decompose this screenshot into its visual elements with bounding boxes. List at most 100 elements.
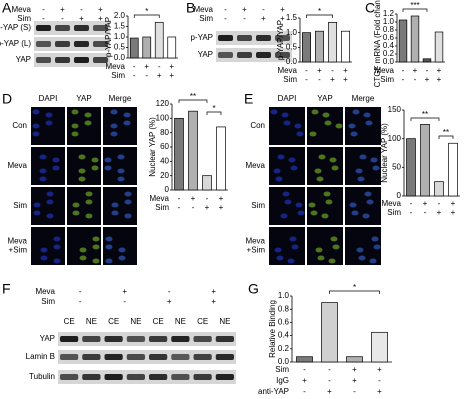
cell <box>281 112 289 118</box>
condition-sign: - <box>328 376 331 385</box>
cell <box>72 202 80 208</box>
micrograph <box>307 147 343 185</box>
cell <box>39 176 47 182</box>
condition-sign: - <box>410 208 413 217</box>
significance-label: * <box>318 7 321 16</box>
blot-row-label: YAP <box>40 334 55 343</box>
cell <box>78 168 86 174</box>
condition-sign: - <box>378 376 381 385</box>
blot-band <box>55 41 70 47</box>
cell <box>330 236 338 242</box>
condition-sign: - <box>224 14 227 23</box>
y-tick-label: 0.5 <box>286 42 298 51</box>
condition-sign: - <box>224 5 227 14</box>
blot-band <box>275 35 290 41</box>
blot-band <box>215 354 234 360</box>
bar <box>216 126 226 191</box>
y-axis-label: CTGF mRNA (Fold change) <box>373 0 382 87</box>
panel-letter: A <box>2 0 12 16</box>
blot-band <box>82 336 101 342</box>
y-axis-label: p-YAP/YAP <box>104 17 113 57</box>
cell <box>288 157 296 163</box>
condition-sign: + <box>451 199 456 208</box>
condition-sign: + <box>423 199 428 208</box>
column-label: CE <box>197 317 208 326</box>
cell <box>124 213 132 219</box>
condition-sign: - <box>438 199 441 208</box>
condition-sign: - <box>318 75 321 84</box>
blot-band <box>82 354 101 360</box>
bar <box>174 117 184 191</box>
condition-sign: - <box>305 75 308 84</box>
cell <box>92 244 100 250</box>
cell <box>91 165 99 171</box>
cell <box>315 247 323 253</box>
blot-band <box>218 35 233 41</box>
image-row-label: Con <box>250 121 265 130</box>
condition-sign: + <box>261 14 266 23</box>
blot-band <box>36 41 51 47</box>
cell <box>53 244 61 250</box>
blot-strip <box>58 370 236 384</box>
cell <box>349 202 357 208</box>
condition-sign: - <box>42 14 45 23</box>
significance-bracket <box>329 290 380 294</box>
cell <box>308 202 316 208</box>
micrograph <box>31 147 65 185</box>
cell <box>78 176 86 182</box>
micrograph <box>269 147 305 185</box>
cell <box>110 123 118 129</box>
cell <box>364 191 372 197</box>
blot-band <box>93 25 108 31</box>
condition-sign: - <box>331 66 334 75</box>
y-tick-label: 150 <box>388 105 402 114</box>
cell <box>270 109 278 115</box>
blot-strip <box>216 48 292 62</box>
cell <box>110 109 118 115</box>
cell <box>123 120 131 126</box>
cell <box>331 165 339 171</box>
condition-sign: - <box>410 199 413 208</box>
cell <box>84 112 92 118</box>
blot-band <box>149 336 168 342</box>
column-label: CE <box>153 317 164 326</box>
condition-sign: - <box>80 5 83 14</box>
cell <box>124 191 132 197</box>
blot-band <box>126 336 145 342</box>
cell <box>52 165 60 171</box>
y-axis-label: Nuclear YAP (%) <box>148 117 157 177</box>
column-label: CE <box>108 317 119 326</box>
blot-strip <box>34 37 110 51</box>
image-row-label: Meva <box>7 161 27 170</box>
cell <box>357 176 365 182</box>
blot-band <box>171 374 190 380</box>
condition-name: Sim <box>199 14 213 23</box>
cell <box>273 168 281 174</box>
y-tick-label: 2.0 <box>114 11 126 20</box>
cell <box>124 199 132 205</box>
blot-band <box>36 25 51 31</box>
y-tick-label: 0.0 <box>383 57 395 66</box>
bar <box>142 36 152 59</box>
cell <box>373 244 381 250</box>
y-tick-label: 1.0 <box>286 28 298 37</box>
y-tick-label: 0.8 <box>278 304 290 313</box>
cell <box>297 210 305 216</box>
condition-name: Sim <box>283 75 297 84</box>
cell <box>117 154 125 160</box>
image-row-label: Sim <box>251 201 265 210</box>
cell <box>118 255 126 261</box>
image-column-label: Merge <box>109 94 132 103</box>
cell <box>117 176 125 182</box>
cell <box>322 112 330 118</box>
blot-strip <box>34 53 110 67</box>
blot-band <box>256 52 271 58</box>
significance-label: ** <box>443 128 449 137</box>
column-label: NE <box>219 317 230 326</box>
image-column-label: DAPI <box>278 94 297 103</box>
y-tick-label: 1.5 <box>114 22 126 31</box>
blot-band <box>55 57 70 63</box>
y-tick-label: 60 <box>160 142 169 151</box>
cell <box>276 255 284 261</box>
y-tick-label: 0.4 <box>383 41 395 50</box>
